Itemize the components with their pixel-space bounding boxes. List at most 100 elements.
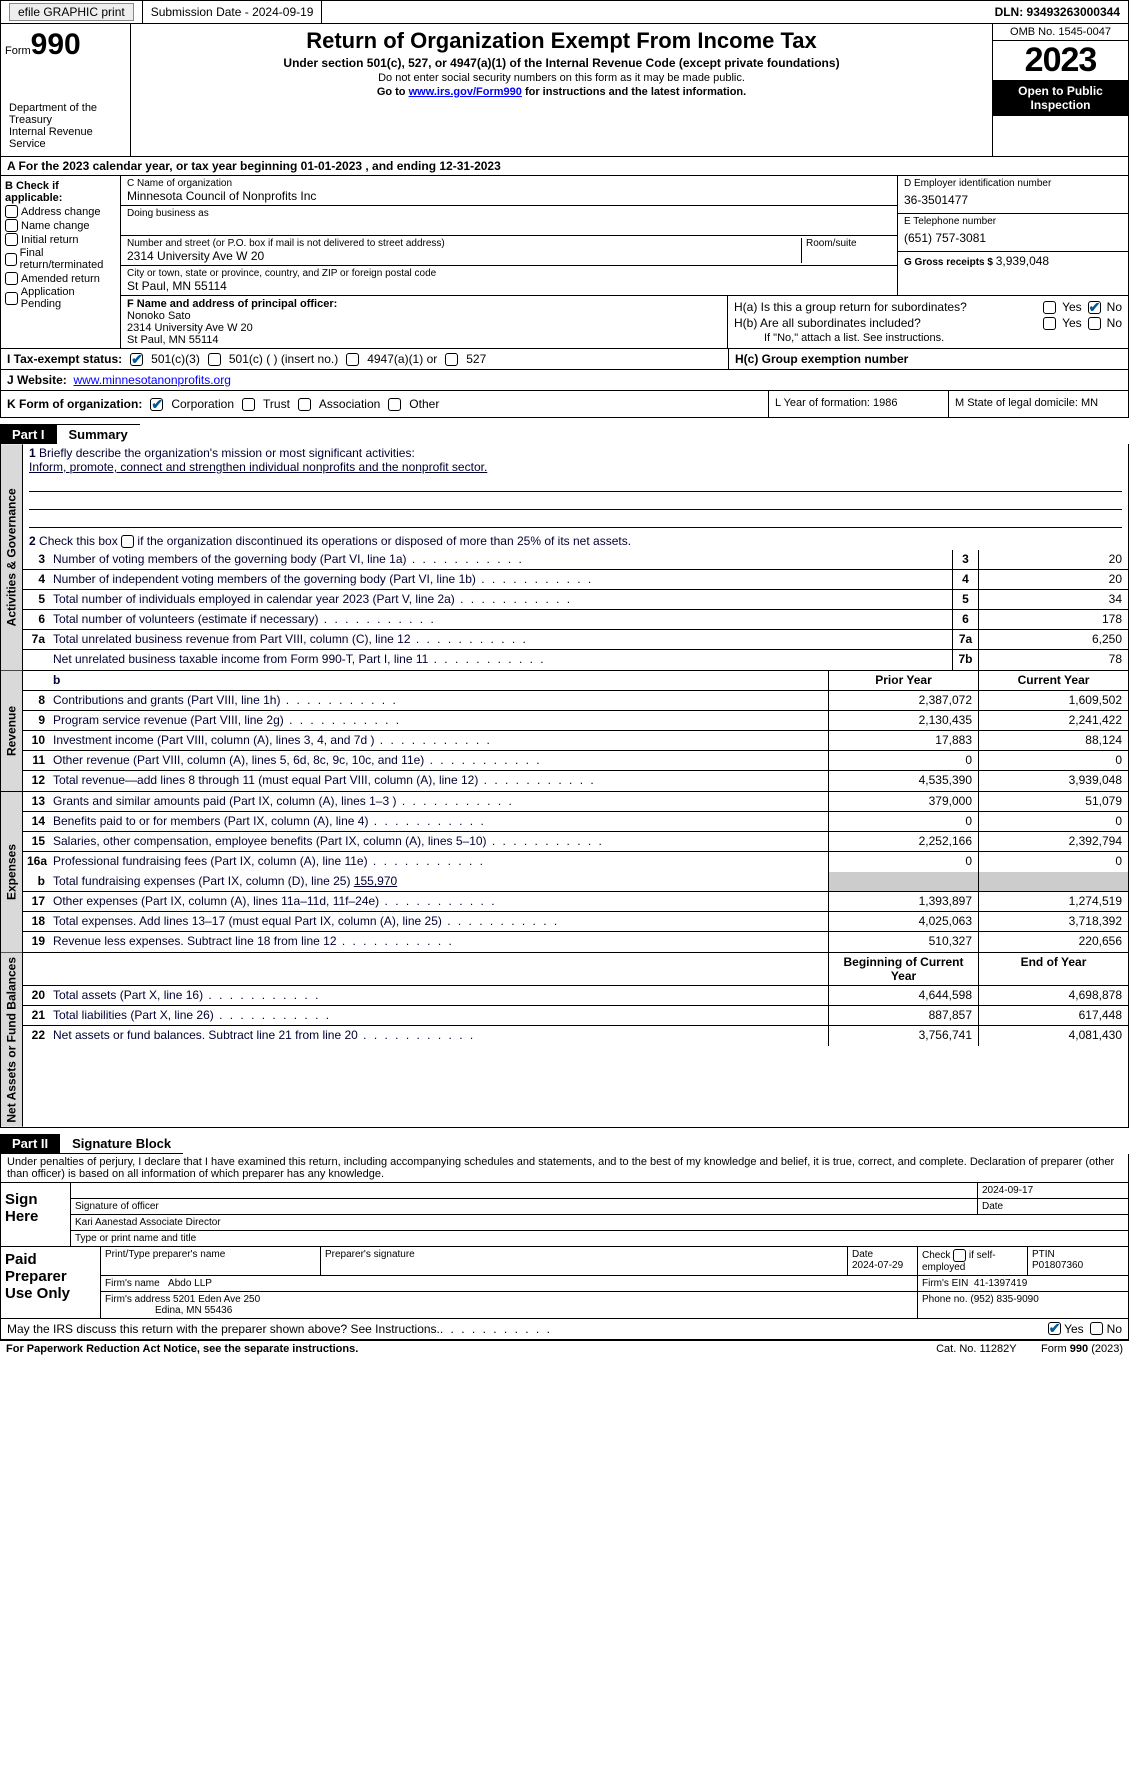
org-street: 2314 University Ave W 20 bbox=[127, 249, 801, 263]
state-domicile: M State of legal domicile: MN bbox=[948, 391, 1128, 417]
col-de: D Employer identification number36-35014… bbox=[898, 176, 1128, 295]
mission-text: Inform, promote, connect and strengthen … bbox=[29, 460, 487, 474]
grid-bcd: B Check if applicable: Address change Na… bbox=[0, 176, 1129, 349]
cb-app-pending[interactable] bbox=[5, 292, 18, 305]
vtab-exp: Expenses bbox=[1, 792, 23, 952]
cb-4947[interactable] bbox=[346, 353, 359, 366]
vtab-na: Net Assets or Fund Balances bbox=[1, 953, 23, 1127]
irs-link[interactable]: www.irs.gov/Form990 bbox=[409, 86, 522, 98]
cb-amended[interactable] bbox=[5, 272, 18, 285]
header-right: OMB No. 1545-0047 2023 Open to Public In… bbox=[993, 24, 1128, 156]
cb-527[interactable] bbox=[445, 353, 458, 366]
firm-phone: (952) 835-9090 bbox=[970, 1294, 1038, 1305]
header-mid: Return of Organization Exempt From Incom… bbox=[131, 24, 993, 156]
summary-exp: Expenses 13Grants and similar amounts pa… bbox=[0, 792, 1129, 953]
cat-no: Cat. No. 11282Y bbox=[936, 1343, 1017, 1355]
line-20: 20Total assets (Part X, line 16)4,644,59… bbox=[23, 986, 1128, 1006]
cb-discuss-yes[interactable] bbox=[1048, 1322, 1061, 1335]
line-6: 6Total number of volunteers (estimate if… bbox=[23, 610, 1128, 630]
form-number-box: Form990 Department of the Treasury Inter… bbox=[1, 24, 131, 156]
cb-address-change[interactable] bbox=[5, 205, 18, 218]
phone: (651) 757-3081 bbox=[904, 227, 1122, 249]
line-3: 3Number of voting members of the governi… bbox=[23, 550, 1128, 570]
line-15: 15Salaries, other compensation, employee… bbox=[23, 832, 1128, 852]
sign-date: 2024-09-17 bbox=[978, 1183, 1128, 1198]
line-21: 21Total liabilities (Part X, line 26)887… bbox=[23, 1006, 1128, 1026]
cb-ha-yes[interactable] bbox=[1043, 301, 1056, 314]
cb-discuss-no[interactable] bbox=[1090, 1322, 1103, 1335]
form-subtitle: Under section 501(c), 527, or 4947(a)(1)… bbox=[139, 56, 984, 70]
discuss-row: May the IRS discuss this return with the… bbox=[0, 1319, 1129, 1340]
tax-year: 2023 bbox=[993, 41, 1128, 80]
hdr-current-year: Current Year bbox=[978, 671, 1128, 690]
line-17: 17Other expenses (Part IX, column (A), l… bbox=[23, 892, 1128, 912]
sign-here: Sign Here 2024-09-17 Signature of office… bbox=[0, 1183, 1129, 1247]
officer-name: Nonoko Sato bbox=[127, 310, 721, 322]
section-a: A For the 2023 calendar year, or tax yea… bbox=[0, 157, 1129, 176]
vtab-rev: Revenue bbox=[1, 671, 23, 791]
paperwork-notice: For Paperwork Reduction Act Notice, see … bbox=[6, 1343, 358, 1355]
line-16a: 16aProfessional fundraising fees (Part I… bbox=[23, 852, 1128, 872]
cb-discontinued[interactable] bbox=[121, 535, 134, 548]
row-i: I Tax-exempt status: 501(c)(3) 501(c) ( … bbox=[0, 349, 1129, 370]
cb-hb-no[interactable] bbox=[1088, 317, 1101, 330]
cb-other[interactable] bbox=[388, 398, 401, 411]
row-klm: K Form of organization: Corporation Trus… bbox=[0, 391, 1129, 418]
row-j: J Website: www.minnesotanonprofits.org bbox=[0, 370, 1129, 391]
website-link[interactable]: www.minnesotanonprofits.org bbox=[73, 373, 230, 387]
line-19: 19Revenue less expenses. Subtract line 1… bbox=[23, 932, 1128, 952]
officer-sig-name: Kari Aanestad Associate Director bbox=[71, 1215, 1128, 1230]
vtab-ag: Activities & Governance bbox=[1, 444, 23, 670]
hdr-end-year: End of Year bbox=[978, 953, 1128, 985]
line-22: 22Net assets or fund balances. Subtract … bbox=[23, 1026, 1128, 1046]
form-title: Return of Organization Exempt From Incom… bbox=[139, 28, 984, 54]
col-cde: C Name of organizationMinnesota Council … bbox=[121, 176, 1128, 348]
cb-corp[interactable] bbox=[150, 398, 163, 411]
hdr-begin-year: Beginning of Current Year bbox=[828, 953, 978, 985]
line-1: 1 Briefly describe the organization's mi… bbox=[23, 444, 1128, 532]
line-8: 8Contributions and grants (Part VIII, li… bbox=[23, 691, 1128, 711]
hdr-prior-year: Prior Year bbox=[828, 671, 978, 690]
prep-date: 2024-07-29 bbox=[852, 1260, 903, 1271]
dln: DLN: 93493263000344 bbox=[987, 1, 1128, 23]
cb-trust[interactable] bbox=[242, 398, 255, 411]
line-13: 13Grants and similar amounts paid (Part … bbox=[23, 792, 1128, 812]
cb-501c3[interactable] bbox=[130, 353, 143, 366]
summary-rev: Revenue bPrior YearCurrent Year 8Contrib… bbox=[0, 671, 1129, 792]
cb-self-employed[interactable] bbox=[953, 1249, 966, 1262]
submission-date: Submission Date - 2024-09-19 bbox=[143, 1, 323, 23]
gross-receipts: 3,939,048 bbox=[996, 254, 1049, 268]
cb-ha-no[interactable] bbox=[1088, 301, 1101, 314]
cb-final-return[interactable] bbox=[5, 253, 17, 266]
box-hc: H(c) Group exemption number bbox=[728, 349, 1128, 369]
firm-ein: 41-1397419 bbox=[974, 1278, 1027, 1289]
efile-button[interactable]: efile GRAPHIC print bbox=[9, 3, 134, 21]
cb-assoc[interactable] bbox=[298, 398, 311, 411]
summary-ag: Activities & Governance 1 Briefly descri… bbox=[0, 444, 1129, 671]
cb-initial-return[interactable] bbox=[5, 233, 18, 246]
ptin: P01807360 bbox=[1032, 1260, 1083, 1271]
summary-na: Net Assets or Fund Balances Beginning of… bbox=[0, 953, 1129, 1128]
firm-name: Abdo LLP bbox=[168, 1278, 212, 1289]
part2-header: Part II Signature Block bbox=[0, 1134, 1129, 1154]
open-public: Open to Public Inspection bbox=[993, 80, 1128, 116]
ein: 36-3501477 bbox=[904, 189, 1122, 211]
line-10: 10Investment income (Part VIII, column (… bbox=[23, 731, 1128, 751]
box-h: H(a) Is this a group return for subordin… bbox=[728, 296, 1128, 348]
line-4: 4Number of independent voting members of… bbox=[23, 570, 1128, 590]
paid-preparer: Paid Preparer Use Only Print/Type prepar… bbox=[0, 1247, 1129, 1319]
omb-number: OMB No. 1545-0047 bbox=[993, 24, 1128, 41]
line-: Net unrelated business taxable income fr… bbox=[23, 650, 1128, 670]
line-5: 5Total number of individuals employed in… bbox=[23, 590, 1128, 610]
cb-name-change[interactable] bbox=[5, 219, 18, 232]
line-9: 9Program service revenue (Part VIII, lin… bbox=[23, 711, 1128, 731]
box-f: F Name and address of principal officer:… bbox=[121, 296, 728, 348]
efile-label: efile GRAPHIC print bbox=[1, 1, 143, 23]
year-formation: L Year of formation: 1986 bbox=[768, 391, 948, 417]
cb-501c[interactable] bbox=[208, 353, 221, 366]
top-bar: efile GRAPHIC print Submission Date - 20… bbox=[0, 0, 1129, 24]
org-name: Minnesota Council of Nonprofits Inc bbox=[127, 189, 891, 203]
firm-addr: 5201 Eden Ave 250 bbox=[173, 1294, 260, 1305]
cb-hb-yes[interactable] bbox=[1043, 317, 1056, 330]
ssn-note: Do not enter social security numbers on … bbox=[139, 72, 984, 84]
